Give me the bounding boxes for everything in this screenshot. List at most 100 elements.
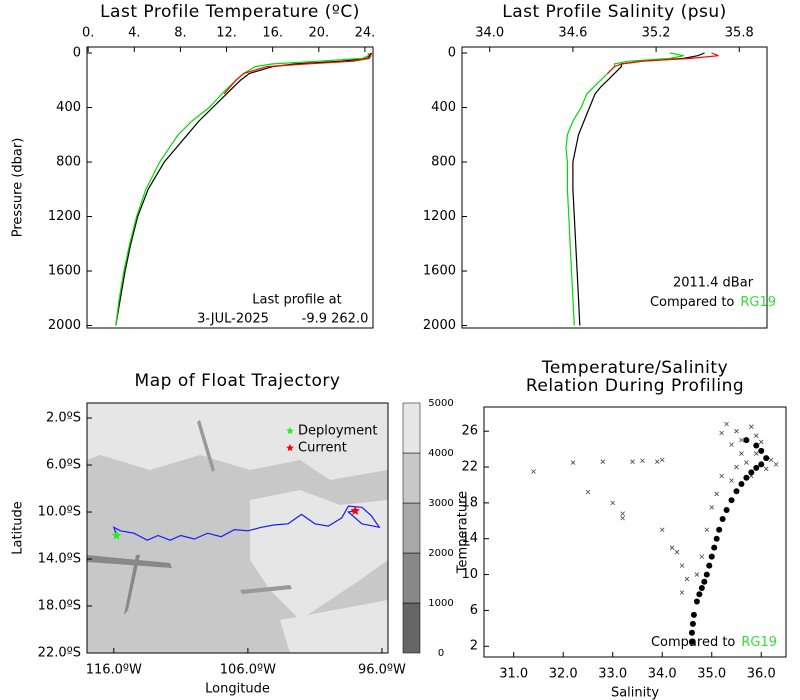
x-tick-label: 31.0 — [499, 667, 528, 682]
y-tick-label: 6 — [470, 603, 478, 618]
x-tick-label: 24. — [355, 26, 376, 41]
y-tick-label: 1600 — [423, 264, 456, 279]
ts-point — [729, 442, 734, 447]
ts-point — [630, 459, 635, 464]
ts-point — [724, 421, 729, 427]
ts-point — [610, 500, 616, 506]
ts-point — [749, 424, 754, 429]
ts-point — [620, 515, 625, 521]
ts-point — [763, 455, 770, 462]
x-axis-label: Salinity — [611, 686, 659, 700]
ts-point — [743, 437, 750, 444]
y-tick-label: 22.0ºS — [38, 646, 81, 661]
ts-point — [531, 469, 536, 474]
ts-point — [753, 442, 760, 449]
y-axis-label: Pressure (dbar) — [11, 138, 26, 238]
ts-point — [699, 554, 705, 559]
colorbar-band — [402, 402, 421, 454]
plot-frame — [461, 46, 768, 329]
ts-point — [743, 474, 750, 481]
colorbar-band — [402, 452, 421, 504]
ts-point — [763, 466, 769, 472]
colorbar-label: 3000 — [428, 498, 453, 509]
ts-point — [688, 638, 695, 645]
colorbar-label: 5000 — [428, 398, 453, 409]
map-ridge — [197, 420, 215, 472]
x-tick-label: 36.0 — [747, 667, 776, 682]
ts-point — [640, 458, 645, 464]
ts-point — [600, 459, 606, 464]
chart-title: Relation During Profiling — [526, 376, 744, 396]
x-tick-label: 12. — [216, 26, 237, 41]
y-axis-label: Temperature — [456, 491, 471, 574]
x-tick-label: 34.6 — [558, 26, 587, 41]
y-tick-label: 400 — [431, 100, 456, 115]
x-tick-label: 35.0 — [697, 667, 726, 682]
map-ridge — [240, 585, 292, 594]
ts-point — [719, 430, 724, 436]
compared-to: Compared to RG19 — [651, 635, 777, 650]
ts-point — [734, 464, 739, 470]
ts-point — [708, 553, 715, 560]
x-axis-label: Longitude — [205, 682, 270, 697]
x-tick-label: 16. — [262, 26, 283, 41]
ts-point — [704, 527, 710, 533]
profile-line — [223, 52, 373, 95]
ts-point — [739, 437, 744, 443]
map-background — [87, 403, 388, 653]
legend-symbol — [286, 444, 294, 452]
ts-point — [773, 462, 779, 467]
y-tick-label: 6.0ºS — [46, 458, 81, 473]
ts-point — [719, 516, 726, 523]
y-tick-label: 18 — [461, 495, 478, 510]
ts-point — [754, 451, 759, 456]
x-tick-label: 32.0 — [549, 667, 578, 682]
y-tick-label: 0 — [448, 45, 456, 60]
ts-point — [570, 460, 576, 465]
ts-point — [734, 428, 739, 434]
y-tick-label: 2000 — [423, 318, 456, 333]
compared-to-text: Compared to — [650, 295, 734, 310]
ts-point — [714, 491, 719, 497]
trajectory — [112, 505, 381, 541]
compared-to-ref: RG19 — [740, 295, 776, 310]
colorbar-label: 1000 — [428, 598, 453, 609]
ts-point — [689, 620, 696, 627]
x-tick-label: 4. — [128, 26, 140, 41]
colorbar-label: 2000 — [428, 548, 453, 559]
map-depth-zone — [87, 403, 388, 480]
map-ridge — [124, 555, 140, 615]
colorbar-band — [402, 502, 421, 554]
x-tick-label: 20. — [308, 26, 329, 41]
ts-point — [688, 629, 695, 636]
x-tick-label: 34.0 — [648, 667, 677, 682]
chart-title: Temperature/Salinity — [541, 358, 728, 378]
ts-point — [669, 545, 675, 550]
y-axis-label: Latitude — [11, 501, 26, 555]
ts-point — [713, 535, 720, 542]
annotation: -9.9 262.0 — [302, 312, 369, 327]
x-tick-label: 35.8 — [725, 26, 754, 41]
y-tick-label: 800 — [431, 155, 456, 170]
x-tick-label: 33.0 — [598, 667, 627, 682]
ts-point — [768, 457, 774, 463]
ts-point — [706, 562, 713, 569]
ts-point — [709, 505, 715, 510]
chart-title: Last Profile Temperature (ºC) — [100, 2, 360, 22]
ts-point — [690, 611, 697, 618]
ts-point — [684, 576, 690, 582]
y-tick-label: 1600 — [48, 264, 81, 279]
ts-point — [758, 447, 765, 454]
x-tick-label: 106.0ºW — [220, 663, 276, 678]
x-tick-label: 116.0ºW — [86, 663, 142, 678]
map-depth-zone — [280, 600, 388, 653]
ts-point — [694, 572, 700, 577]
plot-frame — [483, 406, 787, 658]
ts-point — [659, 527, 665, 533]
profile-line — [565, 52, 684, 326]
ts-point — [716, 526, 723, 533]
ts-point — [679, 563, 685, 568]
x-tick-label: 34.0 — [475, 26, 504, 41]
y-tick-label: 1200 — [48, 209, 81, 224]
